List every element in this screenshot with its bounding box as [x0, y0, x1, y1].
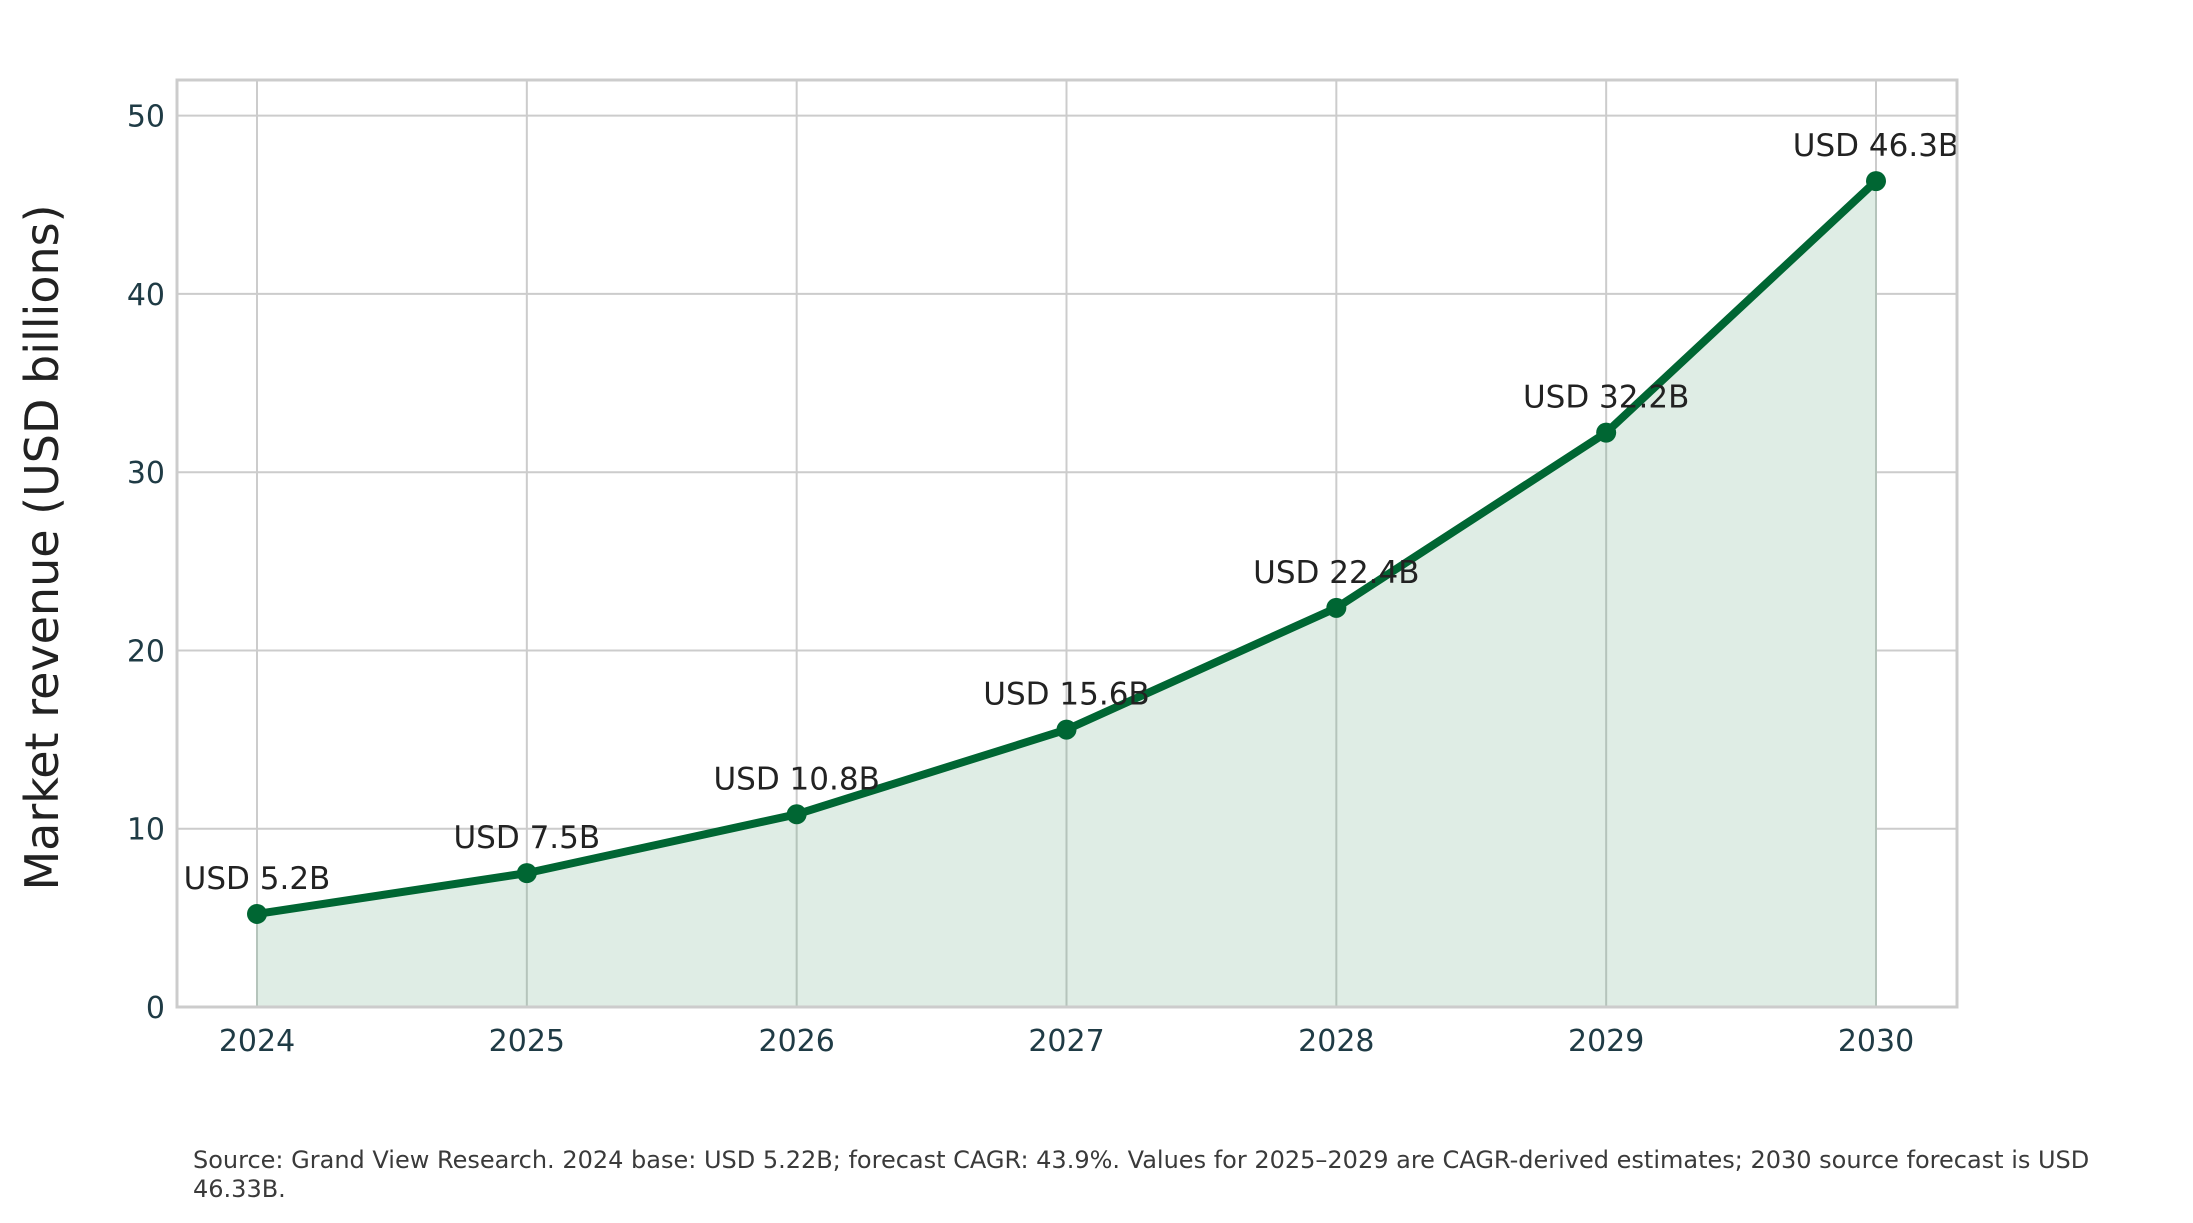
y-tick-label-10: 10 [127, 813, 165, 848]
data-point-2030 [1866, 171, 1886, 192]
x-tick-label-2028: 2028 [1298, 1024, 1374, 1059]
y-tick-label-0: 0 [146, 991, 165, 1026]
data-label-2024: USD 5.2B [184, 861, 331, 897]
x-tick-label-2029: 2029 [1568, 1024, 1644, 1059]
data-point-2028 [1326, 597, 1347, 618]
y-tick-label-40: 40 [127, 278, 165, 313]
data-point-2029 [1596, 422, 1617, 443]
data-point-2024 [247, 903, 267, 924]
x-tick-label-2027: 2027 [1028, 1024, 1104, 1059]
data-label-2030: USD 46.3B [1793, 128, 1959, 164]
source-footnote: Source: Grand View Research. 2024 base: … [193, 1146, 2090, 1203]
y-axis-title: Market revenue (USD billions) [15, 204, 69, 890]
data-label-2028: USD 22.4B [1253, 555, 1419, 591]
data-label-2026: USD 10.8B [713, 761, 879, 797]
area-fill [257, 181, 1876, 1007]
x-tick-label-2024: 2024 [219, 1024, 295, 1059]
y-tick-label-50: 50 [127, 100, 165, 135]
y-tick-label-20: 20 [127, 634, 165, 669]
data-points [247, 171, 1886, 924]
data-labels: USD 5.2B USD 7.5B USD 10.8B USD 15.6B USD 22… [184, 128, 1960, 897]
data-point-2027 [1056, 719, 1077, 740]
data-label-2029: USD 32.2B [1523, 380, 1689, 416]
data-point-2025 [516, 863, 537, 884]
data-label-2025: USD 7.5B [453, 820, 600, 856]
x-tick-label-2026: 2026 [758, 1024, 834, 1059]
plot-frame [175, 78, 1959, 1009]
y-tick-label-30: 30 [127, 456, 165, 491]
point-droplines [256, 181, 1877, 1007]
data-label-2027: USD 15.6B [983, 677, 1149, 713]
x-tick-label-2025: 2025 [489, 1024, 565, 1059]
x-tick-label-2030: 2030 [1838, 1024, 1914, 1059]
data-point-2026 [786, 804, 807, 825]
